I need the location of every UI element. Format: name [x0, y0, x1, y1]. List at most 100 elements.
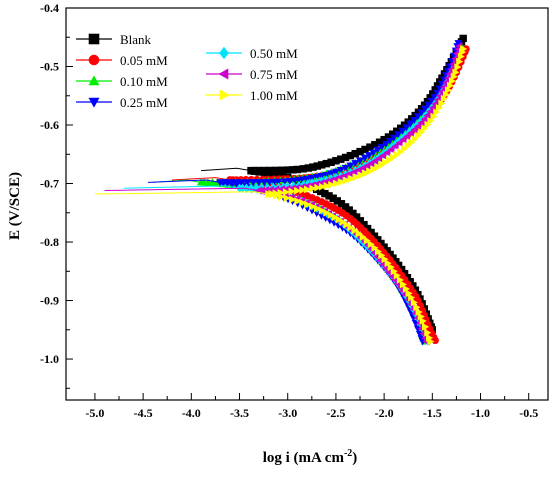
series-cathodic-point	[304, 200, 312, 209]
series-anodic-point	[360, 154, 369, 162]
series-tail-line	[200, 167, 252, 172]
y-tick-label: -0.7	[40, 177, 59, 191]
series-anodic-point	[265, 178, 274, 187]
x-tick-label: -1.5	[423, 406, 442, 420]
series-anodic-point	[323, 181, 331, 190]
series-anodic-point	[389, 153, 397, 162]
series-cathodic-point	[351, 226, 359, 235]
legend: Blank 0.05 mM 0.10 mM 0.25 mM 0.50 mM 0.75 mM…	[76, 32, 298, 110]
series-anodic-point	[389, 134, 398, 142]
series-anodic-point	[272, 189, 280, 198]
series-cathodic-point	[371, 243, 379, 252]
x-tick-label: -2.0	[375, 406, 394, 420]
series-cathodic-point	[331, 213, 339, 222]
series-anodic-point	[352, 173, 360, 182]
series-anodic-point	[385, 156, 393, 165]
series-cathodic-point	[359, 233, 367, 242]
series-anodic-point	[346, 162, 355, 170]
y-axis-label: E (V/SCE)	[7, 172, 23, 240]
series-anodic-point	[309, 184, 317, 193]
series-anodic-point	[385, 137, 394, 145]
series-anodic-point	[336, 166, 345, 174]
series-anodic-point	[411, 135, 419, 144]
series-tail-line	[94, 191, 269, 195]
x-tick-label: -0.5	[519, 406, 538, 420]
series-anodic-point	[254, 179, 263, 187]
series-anodic-point	[402, 124, 411, 132]
series-anodic-point	[332, 179, 340, 188]
series-anodic-point	[347, 175, 355, 183]
legend-marker	[88, 97, 100, 108]
x-tick-label: -2.5	[326, 406, 345, 420]
series-anodic-point	[427, 97, 436, 105]
series-anodic-point	[298, 176, 307, 184]
series-cathodic-point	[339, 218, 347, 226]
series-anodic-point	[341, 164, 350, 172]
legend-label: 0.50 mM	[250, 46, 298, 61]
plot-frame	[65, 7, 549, 401]
series-cathodic-point	[335, 215, 343, 224]
series-anodic-point	[400, 144, 409, 153]
series-cathodic-point	[327, 211, 335, 219]
x-axis-label-close: )	[352, 450, 357, 466]
series-anodic-point	[452, 68, 460, 77]
series-anodic-point	[423, 111, 431, 120]
legend-entry: 0.05 mM	[76, 53, 168, 68]
series-anodic-point	[357, 171, 365, 180]
series-anodic-point	[307, 174, 316, 183]
x-tick-label: -1.0	[471, 406, 490, 420]
series-anodic-point	[391, 142, 399, 151]
series-anodic-point	[268, 189, 276, 198]
series-anodic-point	[280, 178, 289, 186]
series-anodic-point	[375, 154, 383, 163]
legend-entry: 0.25 mM	[76, 95, 168, 110]
legend-entry: 0.10 mM	[76, 74, 168, 89]
series-anodic-point	[398, 127, 407, 135]
series-cathodic-point	[313, 204, 322, 213]
legend-marker	[88, 33, 100, 45]
series-anodic-point	[327, 170, 336, 178]
series-anodic-point	[285, 178, 294, 186]
legend-label: 0.75 mM	[250, 67, 298, 82]
series-anodic-point	[410, 125, 418, 134]
series-anodic-point	[406, 120, 415, 128]
series-cathodic-point	[419, 317, 427, 325]
series-anodic-point	[406, 129, 414, 137]
series-tail-line	[104, 187, 259, 192]
series-anodic-point	[303, 185, 312, 194]
series-cathodic-point	[363, 236, 371, 245]
series-anodic-point	[314, 183, 322, 192]
series-anodic-point	[277, 188, 285, 197]
series-cathodic-point	[294, 197, 302, 205]
series-layer	[94, 34, 470, 346]
series-anodic-point	[361, 169, 369, 178]
legend-entry: 0.50 mM	[206, 46, 298, 61]
series-anodic-point	[356, 157, 364, 165]
series-anodic-point	[397, 147, 405, 156]
series-cathodic-point	[343, 220, 351, 229]
series-anodic-point	[408, 138, 416, 147]
series-anodic-point	[303, 175, 311, 183]
series-cathodic-point	[367, 240, 375, 249]
series-0-25-mm	[147, 40, 463, 346]
x-axis-label: log i (mA cm-2)	[263, 448, 358, 466]
series-anodic-point	[374, 163, 382, 172]
series-anodic-point	[410, 116, 419, 124]
series-cathodic-point	[283, 194, 291, 203]
series-tail-line	[147, 179, 221, 183]
series-anodic-point	[459, 34, 467, 43]
series-anodic-point	[414, 122, 422, 131]
series-anodic-point	[460, 45, 468, 53]
series-cathodic-point	[347, 223, 355, 232]
series-anodic-point	[424, 101, 433, 109]
series-anodic-point	[328, 180, 336, 189]
series-anodic-point	[260, 179, 269, 187]
legend-label: 0.05 mM	[120, 53, 168, 68]
y-tick-label: -0.9	[40, 294, 59, 308]
legend-marker	[218, 68, 229, 80]
series-anodic-point	[322, 171, 331, 179]
y-tick-label: -0.6	[40, 118, 59, 132]
series-cathodic-point	[299, 198, 307, 207]
legend-marker	[219, 46, 229, 60]
series-anodic-point	[382, 158, 390, 167]
